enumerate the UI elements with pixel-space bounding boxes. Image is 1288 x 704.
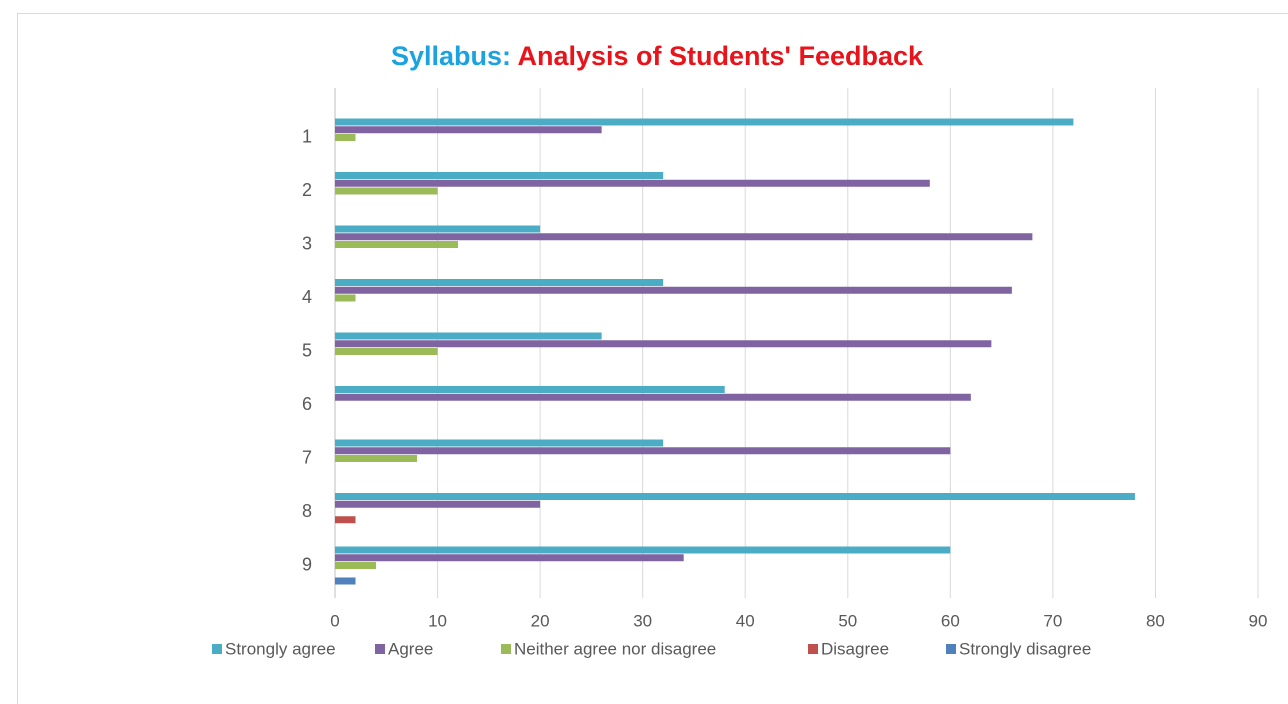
bar — [335, 294, 356, 302]
bar — [335, 241, 459, 248]
bar — [335, 447, 951, 455]
bar — [335, 340, 992, 348]
x-tick-label: 80 — [1146, 611, 1165, 630]
bar — [335, 348, 438, 355]
y-tick-label: 2 — [302, 180, 312, 200]
bar — [335, 500, 541, 508]
y-tick-label: 9 — [302, 554, 312, 574]
bar — [335, 286, 1012, 294]
x-tick-label: 20 — [531, 611, 550, 630]
bar — [335, 126, 602, 134]
y-tick-label: 3 — [302, 233, 312, 253]
x-tick-label: 0 — [330, 611, 339, 630]
x-tick-label: 60 — [941, 611, 960, 630]
x-tick-label: 70 — [1043, 611, 1062, 630]
bar — [335, 225, 541, 233]
bar — [335, 172, 664, 179]
bar — [335, 516, 356, 524]
y-tick-label: 4 — [302, 287, 312, 307]
chart-frame — [17, 13, 1288, 704]
legend-label: Neither agree nor disagree — [514, 639, 716, 658]
legend-swatch — [501, 644, 511, 654]
bar — [335, 554, 684, 562]
legend-label: Agree — [388, 639, 433, 658]
bar — [335, 455, 418, 462]
bar — [335, 134, 356, 141]
bar — [335, 332, 602, 340]
bar — [335, 179, 930, 187]
bar — [335, 546, 951, 554]
x-tick-label: 40 — [736, 611, 755, 630]
bar — [335, 233, 1033, 241]
legend-label: Strongly disagree — [959, 639, 1091, 658]
title-part: Syllabus: — [391, 41, 511, 71]
bar — [335, 439, 664, 447]
bar — [335, 279, 664, 286]
legend-swatch — [808, 644, 818, 654]
bar — [335, 562, 377, 569]
legend-swatch — [946, 644, 956, 654]
y-tick-label: 5 — [302, 340, 312, 360]
bar — [335, 393, 971, 401]
legend-swatch — [375, 644, 385, 654]
x-tick-label: 90 — [1249, 611, 1268, 630]
bar — [335, 118, 1074, 126]
y-tick-label: 7 — [302, 447, 312, 467]
bar — [335, 187, 438, 195]
legend-swatch — [212, 644, 222, 654]
bar — [335, 577, 356, 585]
y-tick-label: 6 — [302, 394, 312, 414]
bar — [335, 493, 1135, 500]
legend-label: Disagree — [821, 639, 889, 658]
x-tick-label: 50 — [838, 611, 857, 630]
chart-title: Syllabus: Analysis of Students' Feedback — [391, 41, 924, 71]
x-tick-label: 30 — [633, 611, 652, 630]
bar — [335, 386, 725, 393]
legend-label: Strongly agree — [225, 639, 336, 658]
title-part: Analysis of Students' Feedback — [518, 41, 925, 71]
y-tick-label: 1 — [302, 126, 312, 146]
y-tick-label: 8 — [302, 501, 312, 521]
x-tick-label: 10 — [428, 611, 447, 630]
